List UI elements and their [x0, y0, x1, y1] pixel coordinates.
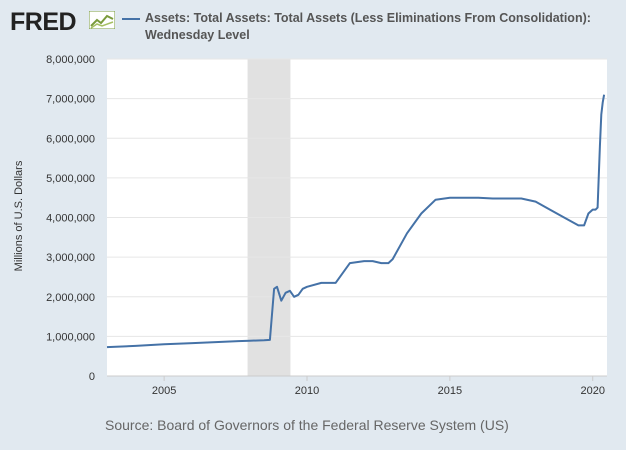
- x-tick-label: 2005: [152, 385, 176, 397]
- y-tick-label: 0: [89, 371, 95, 383]
- y-tick-label: 3,000,000: [46, 252, 95, 264]
- y-tick-label: 8,000,000: [46, 54, 95, 66]
- y-tick-label: 2,000,000: [46, 292, 95, 304]
- x-tick-label: 2010: [295, 385, 319, 397]
- y-tick-label: 4,000,000: [46, 213, 95, 225]
- legend-title: Assets: Total Assets: Total Assets (Less…: [145, 11, 591, 42]
- fred-graph-icon: [89, 11, 115, 29]
- y-axis-label: Millions of U.S. Dollars: [13, 160, 25, 271]
- y-tick-label: 6,000,000: [46, 133, 95, 145]
- legend-swatch: [122, 18, 140, 20]
- x-tick-label: 2020: [580, 385, 604, 397]
- fred-logo: FRED: [10, 8, 77, 36]
- y-tick-label: 1,000,000: [46, 331, 95, 343]
- source-note: Source: Board of Governors of the Federa…: [105, 417, 509, 433]
- y-tick-label: 5,000,000: [46, 173, 95, 185]
- y-tick-label: 7,000,000: [46, 94, 95, 106]
- x-tick-label: 2015: [438, 385, 462, 397]
- series-line: [106, 94, 606, 349]
